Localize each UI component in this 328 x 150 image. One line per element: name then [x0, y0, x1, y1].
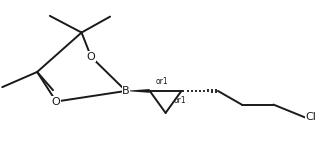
Text: O: O [52, 97, 61, 106]
Text: Cl: Cl [305, 112, 316, 122]
Text: B: B [122, 86, 130, 96]
Text: or1: or1 [174, 96, 186, 105]
Text: or1: or1 [156, 77, 169, 86]
Polygon shape [126, 89, 150, 93]
Text: O: O [87, 52, 95, 62]
